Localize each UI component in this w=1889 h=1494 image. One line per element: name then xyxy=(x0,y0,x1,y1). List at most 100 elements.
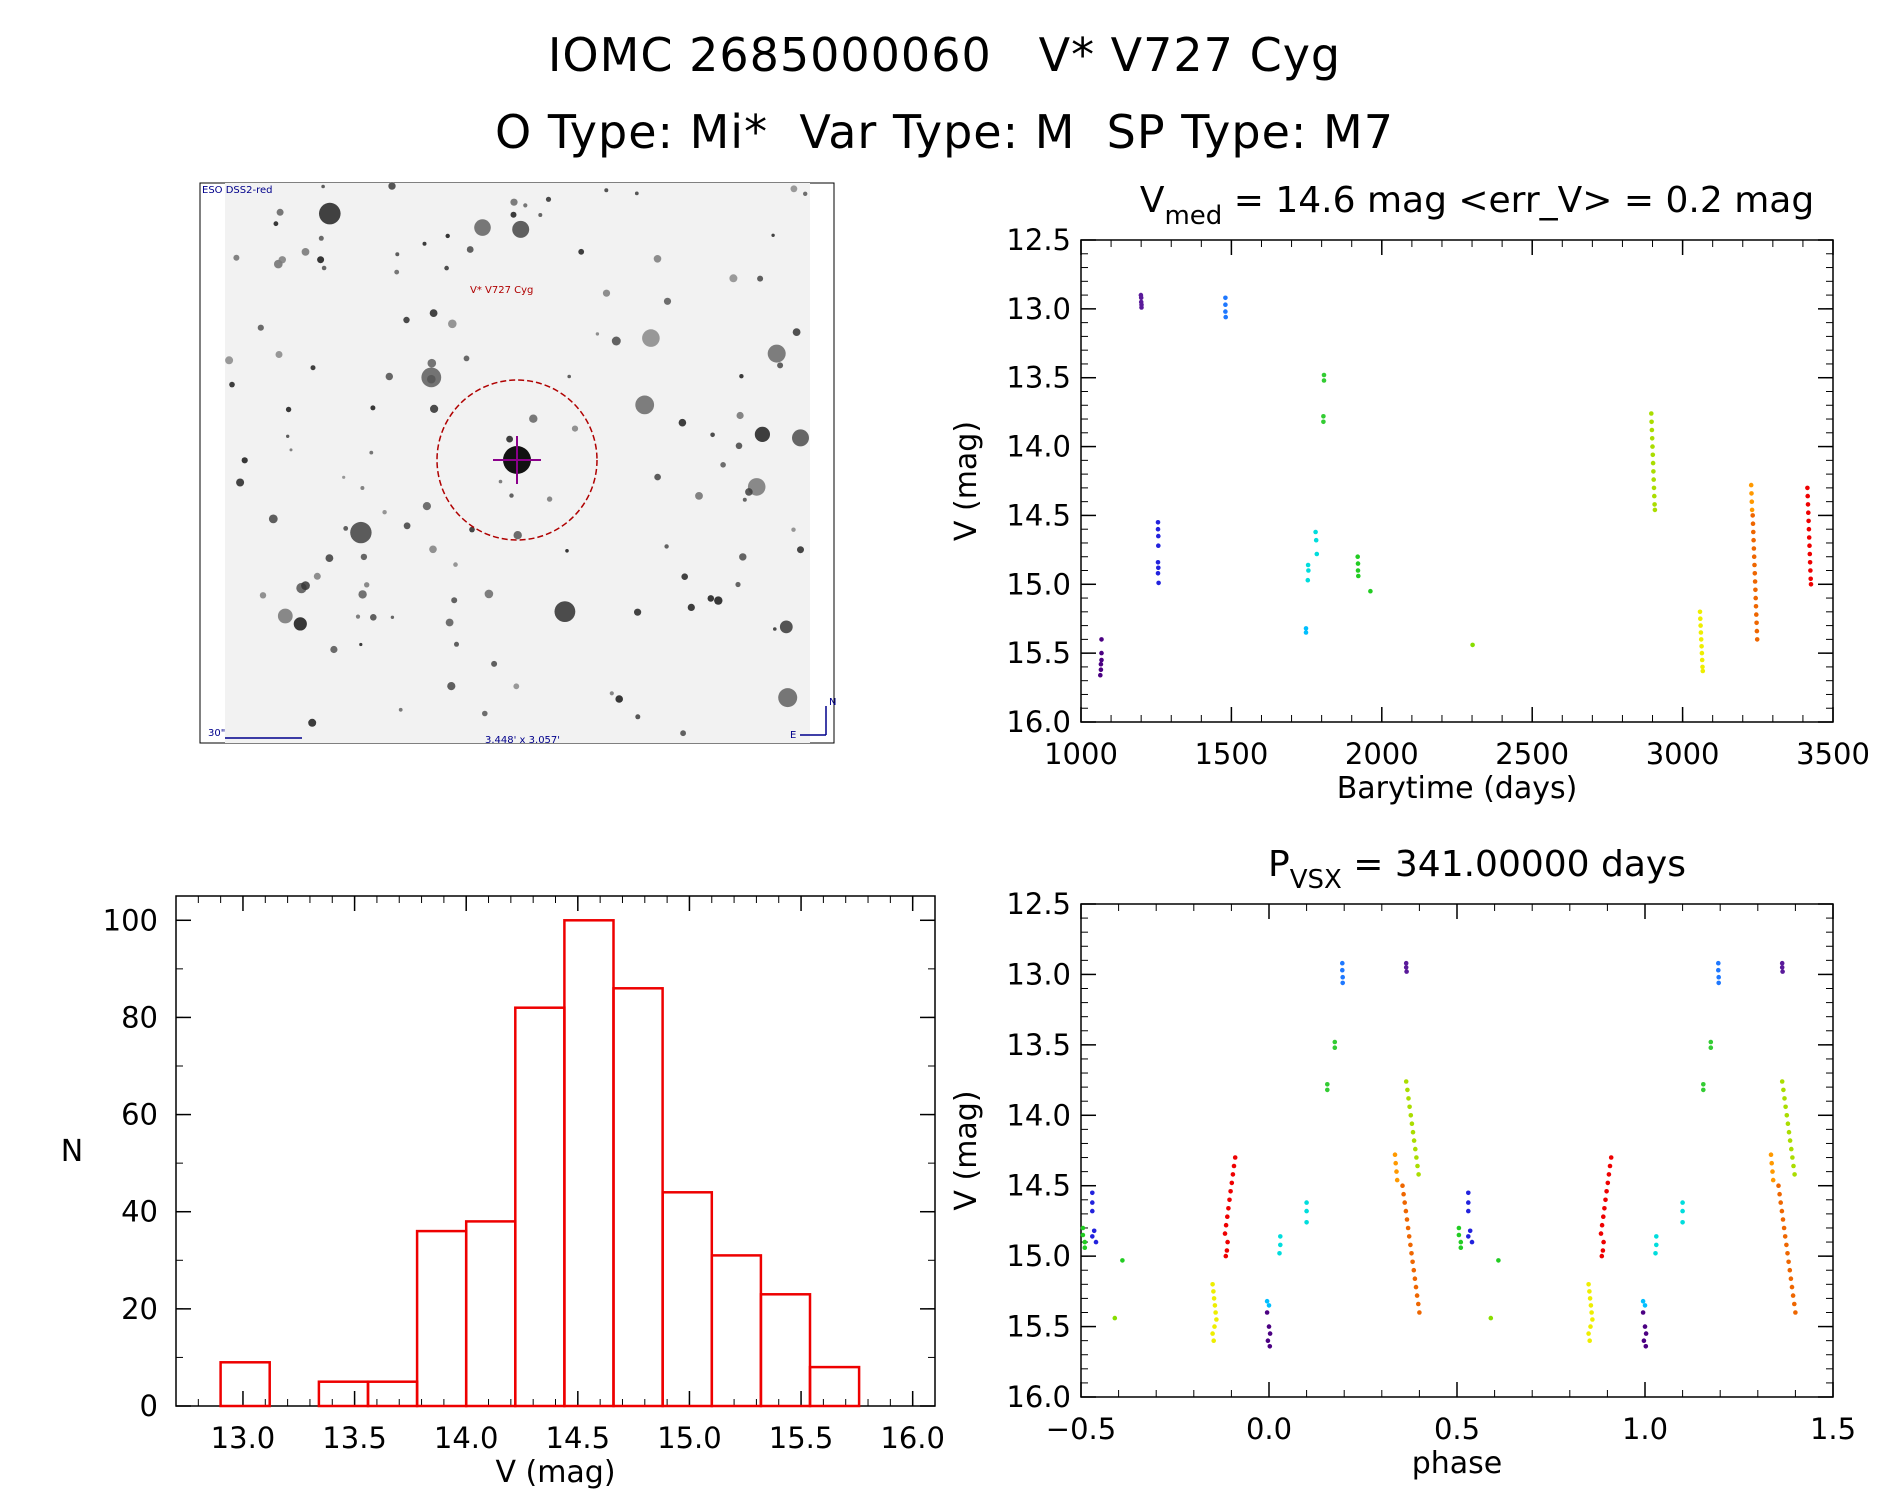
x-tick-label: 14.5 xyxy=(546,1421,611,1455)
data-point xyxy=(1770,1177,1776,1183)
data-point xyxy=(1651,485,1657,491)
data-point xyxy=(1469,1239,1475,1245)
data-point xyxy=(1223,309,1228,314)
star xyxy=(720,462,726,468)
star xyxy=(735,581,741,588)
data-point xyxy=(1226,1206,1231,1211)
data-point xyxy=(1321,414,1326,419)
data-point xyxy=(1223,302,1228,308)
data-point xyxy=(1340,960,1345,966)
star xyxy=(678,418,687,427)
star xyxy=(663,297,672,305)
star xyxy=(482,710,488,717)
star xyxy=(509,493,514,498)
histogram-bar xyxy=(514,1006,566,1408)
data-point xyxy=(1225,1239,1230,1245)
data-point xyxy=(1781,1225,1787,1231)
data-point xyxy=(1417,1310,1422,1315)
data-point xyxy=(1649,436,1655,441)
data-point xyxy=(1401,1191,1406,1197)
data-point xyxy=(1716,974,1721,980)
data-point xyxy=(1211,1296,1217,1301)
star xyxy=(739,553,747,561)
data-point xyxy=(1098,672,1103,678)
data-point xyxy=(1680,1200,1685,1205)
data-point xyxy=(1642,1303,1648,1308)
data-point xyxy=(1305,562,1311,568)
star xyxy=(403,522,411,530)
star xyxy=(498,479,503,484)
star xyxy=(466,246,474,253)
page-title: IOMC 2685000060 V* V727 Cyg xyxy=(547,28,1342,82)
data-point xyxy=(1708,1039,1714,1045)
histogram-bar xyxy=(661,1191,714,1408)
star xyxy=(286,434,290,438)
data-point xyxy=(1090,1200,1095,1205)
star xyxy=(491,660,498,667)
star xyxy=(430,404,439,413)
data-point xyxy=(1392,1152,1398,1157)
y-tick-label: 100 xyxy=(103,903,158,937)
data-point xyxy=(1304,1200,1309,1205)
data-point xyxy=(1783,1104,1788,1110)
data-point xyxy=(1090,1190,1095,1196)
data-point xyxy=(1393,1160,1398,1166)
data-point xyxy=(1785,1251,1790,1256)
histogram-bar xyxy=(219,1361,271,1408)
star xyxy=(422,502,431,511)
data-point xyxy=(1406,1096,1411,1101)
data-point xyxy=(1267,1331,1273,1336)
star xyxy=(382,510,387,515)
data-point xyxy=(1587,1338,1592,1343)
star xyxy=(506,435,513,443)
magnitude-histogram: 13.0 13.5 14.0 14.5 15.0 15.5 16.0 0 20 40 60 80 100… xyxy=(61,895,945,1490)
star xyxy=(474,219,491,236)
star xyxy=(773,627,777,631)
star xyxy=(453,562,458,567)
data-point xyxy=(1698,616,1703,621)
data-point xyxy=(1754,637,1760,642)
data-point xyxy=(1777,1191,1782,1197)
data-point xyxy=(1769,1160,1774,1166)
histogram-bar xyxy=(808,1365,861,1408)
star xyxy=(604,188,609,193)
y-tick-label: 15.0 xyxy=(1006,567,1071,601)
star xyxy=(792,429,809,447)
data-point xyxy=(1155,571,1161,576)
data-point xyxy=(1416,1172,1421,1177)
data-point xyxy=(1340,974,1345,980)
data-point xyxy=(1314,551,1320,557)
data-point xyxy=(1231,1163,1237,1169)
data-point xyxy=(1780,1217,1786,1222)
star xyxy=(736,411,744,420)
star xyxy=(634,191,639,196)
data-point xyxy=(1779,1079,1785,1084)
star xyxy=(429,309,438,317)
star xyxy=(710,432,715,438)
data-point xyxy=(1229,1180,1235,1186)
star xyxy=(664,544,669,549)
star xyxy=(635,714,641,720)
histogram-bar xyxy=(415,1229,468,1408)
y-tick-label: 14.5 xyxy=(1006,498,1071,532)
star xyxy=(369,450,374,455)
star xyxy=(310,365,316,371)
data-point xyxy=(1650,460,1656,466)
data-point xyxy=(1467,1228,1473,1234)
data-point xyxy=(1416,1301,1421,1307)
data-point xyxy=(1788,1276,1794,1281)
data-point xyxy=(1782,1234,1788,1239)
data-point xyxy=(1458,1239,1464,1245)
data-point xyxy=(1754,612,1759,617)
histogram-bar xyxy=(366,1380,419,1408)
data-point xyxy=(1787,1267,1793,1273)
x-tick-label: 2500 xyxy=(1495,737,1569,771)
data-point xyxy=(1753,604,1759,609)
data-point xyxy=(1699,644,1704,649)
y-tick-label: 13.0 xyxy=(1006,957,1071,991)
star xyxy=(318,235,324,241)
data-point xyxy=(1770,1169,1775,1174)
data-point xyxy=(1698,623,1703,628)
star xyxy=(469,526,475,533)
x-tick-label: 14.0 xyxy=(434,1421,499,1455)
